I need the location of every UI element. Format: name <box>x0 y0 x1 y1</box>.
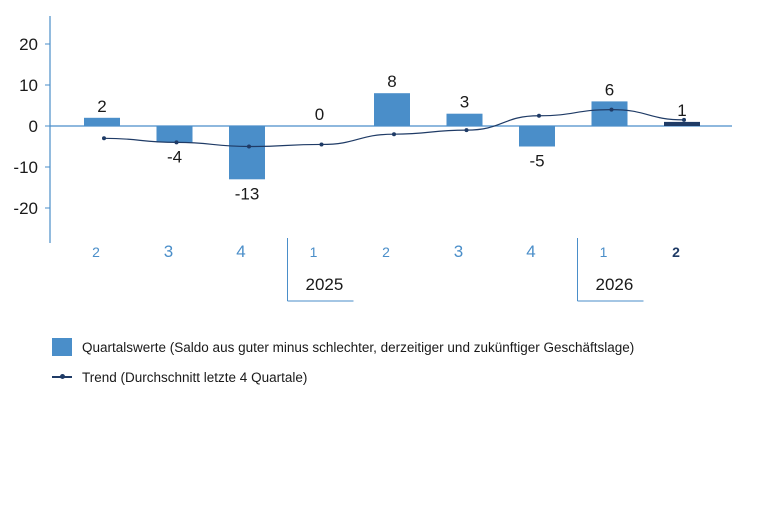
bar <box>374 93 410 126</box>
year-label: 2026 <box>596 275 634 294</box>
trend-point <box>174 140 179 145</box>
trend-point <box>682 117 686 122</box>
y-tick-label: 0 <box>29 117 38 136</box>
quarter-label: 2 <box>382 244 390 260</box>
y-tick-label: 10 <box>19 76 38 95</box>
trend-point <box>464 128 469 133</box>
legend-item-trend: Trend (Durchschnitt letzte 4 Quartale) <box>52 366 634 388</box>
legend-bar-swatch <box>52 338 72 356</box>
bar <box>519 126 555 147</box>
quarter-label: 2 <box>672 244 680 260</box>
data-label: 2 <box>97 97 106 116</box>
quarter-label: 3 <box>164 242 173 261</box>
data-label: 8 <box>387 72 396 91</box>
bar <box>156 126 193 143</box>
bar <box>664 121 700 126</box>
quarter-label: 4 <box>526 242 535 261</box>
trend-point <box>537 113 541 118</box>
bar <box>229 126 265 180</box>
year-label: 2025 <box>306 275 344 294</box>
data-label: -13 <box>235 184 260 203</box>
quarter-label: 1 <box>310 244 318 260</box>
data-label: 3 <box>460 93 469 112</box>
bar <box>446 113 483 126</box>
legend-trend-label: Trend (Durchschnitt letzte 4 Quartale) <box>82 369 308 385</box>
data-label: 6 <box>605 80 614 99</box>
trend-point <box>609 107 614 112</box>
legend: Quartalswerte (Saldo aus guter minus sch… <box>52 336 634 396</box>
y-tick-label: -10 <box>13 158 38 177</box>
bar <box>591 101 628 126</box>
data-label: 0 <box>315 105 324 124</box>
bar <box>84 117 120 126</box>
quarter-label: 4 <box>236 242 245 261</box>
quarter-label: 3 <box>454 242 463 261</box>
quarter-label: 1 <box>600 244 608 260</box>
trend-point <box>247 144 251 149</box>
legend-bars-label: Quartalswerte (Saldo aus guter minus sch… <box>82 339 635 355</box>
quarter-label: 2 <box>92 244 100 260</box>
data-label: -4 <box>167 147 182 166</box>
trend-point <box>392 132 396 137</box>
data-label: -5 <box>529 152 544 171</box>
trend-point <box>319 142 324 147</box>
data-label: 1 <box>677 101 686 120</box>
y-tick-label: 20 <box>19 35 38 54</box>
legend-item-bars: Quartalswerte (Saldo aus guter minus sch… <box>52 336 634 358</box>
legend-trend-marker <box>52 368 72 386</box>
trend-point <box>102 136 106 141</box>
chart: 20 10 0 -10 -20 2 -4 -13 0 8 3 -5 6 1 2 3 4 1 2 3 4 1 2 2025 20… <box>13 16 732 302</box>
y-tick-label: -20 <box>13 199 38 218</box>
